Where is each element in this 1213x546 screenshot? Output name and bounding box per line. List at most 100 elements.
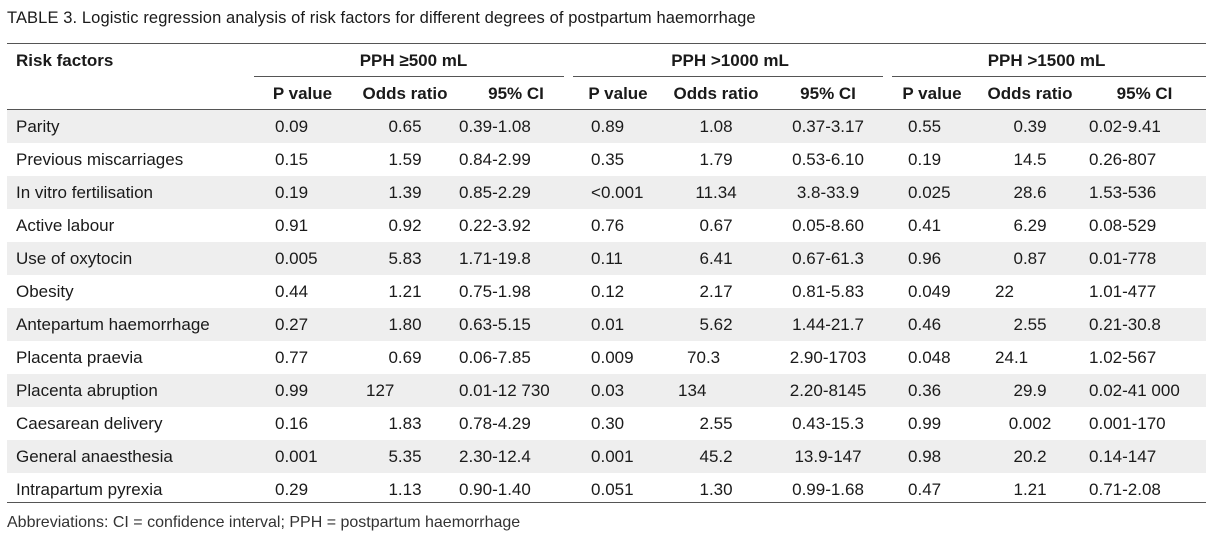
p-value-cell: 0.001 (573, 440, 664, 473)
risk-factor-cell: Placenta praevia (16, 347, 143, 367)
ci-cell: 0.67-61.3 (769, 242, 888, 275)
table-row: Intrapartum pyrexia 0.29 1.13 0.90-1.40 0.05… (7, 473, 1206, 506)
p-value-cell: 0.96 (887, 242, 978, 275)
table-footnote: Abbreviations: CI = confidence interval;… (7, 514, 521, 531)
odds-ratio-cell: 5.35 (351, 440, 459, 473)
ci-cell: 0.06-7.85 (459, 347, 531, 367)
risk-factor-cell: Intrapartum pyrexia (16, 479, 163, 499)
subheader-odds-ratio: Odds ratio (362, 83, 448, 103)
risk-factor-cell: Use of oxytocin (7, 242, 254, 275)
subheader-odds-ratio: Odds ratio (673, 83, 759, 103)
header-group-pph-500: PPH ≥500 mL (359, 50, 468, 70)
p-value-cell: 0.12 (591, 281, 625, 301)
p-value-cell: 0.19 (254, 176, 351, 209)
p-value-cell: 0.41 (908, 215, 942, 235)
odds-ratio-cell: 2.17 (699, 281, 733, 301)
ci-cell: 2.20-8145 (769, 374, 888, 407)
group-rule-3 (892, 76, 1206, 77)
table-caption-label: TABLE 3. (7, 9, 78, 27)
header-row-subheaders: P value Odds ratio 95% CI P value Odds r… (7, 77, 1206, 110)
group-rule-1 (254, 76, 564, 77)
p-value-cell: 0.35 (591, 149, 625, 169)
table-row: Active labour 0.91 0.92 0.22-3.92 0.76 0.67 0.… (7, 209, 1206, 242)
risk-factor-cell: Placenta abruption (7, 374, 254, 407)
p-value-cell: 0.44 (275, 281, 309, 301)
odds-ratio-cell: 70.3 (687, 347, 721, 367)
odds-ratio-cell: 0.39 (977, 110, 1084, 143)
risk-factor-cell: Parity (7, 110, 254, 143)
odds-ratio-cell: 1.39 (351, 176, 459, 209)
ci-cell: 0.26-807 (1089, 149, 1157, 169)
p-value-cell: 0.98 (887, 440, 978, 473)
ci-cell: 2.90-1703 (789, 347, 867, 367)
odds-ratio-cell: 29.9 (977, 374, 1084, 407)
p-value-cell: 0.99 (254, 374, 351, 407)
risk-factor-cell: Previous miscarriages (16, 149, 184, 169)
p-value-cell: 0.001 (254, 440, 351, 473)
table-row: Previous miscarriages 0.15 1.59 0.84-2.99 0.… (7, 143, 1206, 176)
p-value-cell: 0.11 (573, 242, 664, 275)
p-value-cell: 0.91 (275, 215, 309, 235)
odds-ratio-cell: 1.83 (388, 413, 422, 433)
odds-ratio-cell: 1.79 (699, 149, 733, 169)
risk-factors-table: Risk factors PPH ≥500 mL PPH >1000 mL PP… (7, 44, 1207, 506)
risk-factor-cell: Obesity (16, 281, 74, 301)
table-caption: TABLE 3. Logistic regression analysis of… (7, 9, 756, 28)
risk-factor-cell: In vitro fertilisation (7, 176, 254, 209)
ci-cell: 0.90-1.40 (459, 479, 531, 499)
ci-cell: 0.37-3.17 (769, 110, 888, 143)
ci-cell: 0.85-2.29 (459, 176, 574, 209)
odds-ratio-cell: 1.21 (1013, 479, 1047, 499)
group-rule-2 (573, 76, 883, 77)
p-value-cell: 0.77 (275, 347, 309, 367)
odds-ratio-cell: 45.2 (663, 440, 770, 473)
p-value-cell: 0.29 (275, 479, 309, 499)
odds-ratio-cell: 20.2 (977, 440, 1084, 473)
ci-cell: 0.05-8.60 (792, 215, 864, 235)
ci-cell: 1.44-21.7 (769, 308, 888, 341)
ci-cell: 1.02-567 (1089, 347, 1157, 367)
header-group-pph-1000: PPH >1000 mL (671, 50, 789, 70)
p-value-cell: 0.005 (254, 242, 351, 275)
p-value-cell: 0.55 (887, 110, 978, 143)
p-value-cell: 0.049 (908, 281, 951, 301)
table-row: Placenta praevia 0.77 0.69 0.06-7.85 0.009 70… (7, 341, 1206, 374)
p-value-cell: 0.19 (908, 149, 942, 169)
p-value-cell: 0.27 (254, 308, 351, 341)
p-value-cell: 0.01 (573, 308, 664, 341)
p-value-cell: 0.09 (254, 110, 351, 143)
odds-ratio-cell: 1.80 (351, 308, 459, 341)
ci-cell: 0.01-12 730 (459, 374, 574, 407)
ci-cell: 0.14-147 (1083, 440, 1207, 473)
odds-ratio-cell: 5.83 (351, 242, 459, 275)
risk-factor-cell: Caesarean delivery (16, 413, 163, 433)
subheader-ci: 95% CI (800, 83, 856, 103)
ci-cell: 0.02-41 000 (1083, 374, 1207, 407)
p-value-cell: <0.001 (573, 176, 664, 209)
odds-ratio-cell: 127 (351, 374, 459, 407)
ci-cell: 0.39-1.08 (459, 110, 574, 143)
ci-cell: 2.30-12.4 (459, 440, 574, 473)
ci-cell: 1.53-536 (1083, 176, 1207, 209)
ci-cell: 1.71-19.8 (459, 242, 574, 275)
ci-cell: 0.53-6.10 (792, 149, 864, 169)
odds-ratio-cell: 2.55 (699, 413, 733, 433)
subheader-ci: 95% CI (488, 83, 544, 103)
odds-ratio-cell: 22 (995, 281, 1014, 301)
p-value-cell: 0.051 (591, 479, 634, 499)
header-group-pph-1500: PPH >1500 mL (987, 50, 1106, 70)
p-value-cell: 0.36 (887, 374, 978, 407)
ci-cell: 0.001-170 (1089, 413, 1166, 433)
ci-cell: 1.01-477 (1089, 281, 1157, 301)
odds-ratio-cell: 0.002 (1008, 413, 1052, 433)
odds-ratio-cell: 0.67 (699, 215, 733, 235)
risk-factor-cell: Antepartum haemorrhage (7, 308, 254, 341)
odds-ratio-cell: 0.65 (351, 110, 459, 143)
table-row: Obesity 0.44 1.21 0.75-1.98 0.12 2.17 0.81-5.8… (7, 275, 1206, 308)
p-value-cell: 0.15 (275, 149, 309, 169)
bottom-rule (7, 502, 1206, 503)
odds-ratio-cell: 1.30 (699, 479, 733, 499)
p-value-cell: 0.30 (591, 413, 625, 433)
top-rule (7, 43, 1206, 44)
ci-cell: 0.43-15.3 (792, 413, 864, 433)
